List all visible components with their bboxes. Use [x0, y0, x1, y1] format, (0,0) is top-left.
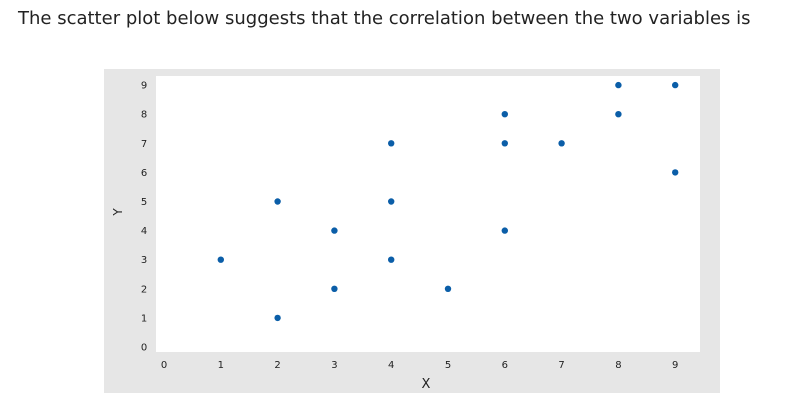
- scatter-point: [274, 314, 281, 322]
- scatter-point: [331, 285, 338, 292]
- x-tick-label: 7: [558, 360, 564, 371]
- x-tick-label: 6: [502, 360, 508, 371]
- y-axis-label: Y: [111, 208, 125, 217]
- x-tick-label: 9: [672, 360, 678, 371]
- scatter-point: [672, 81, 679, 89]
- y-tick-label: 1: [141, 313, 147, 324]
- plot-area: [156, 76, 700, 352]
- scatter-point: [444, 285, 452, 292]
- y-tick-label: 4: [141, 226, 147, 237]
- x-tick-label: 2: [274, 360, 280, 371]
- scatter-point: [388, 256, 395, 263]
- scatter-point: [331, 227, 338, 234]
- scatter-point: [501, 140, 508, 147]
- x-axis-label: X: [422, 377, 431, 392]
- scatter-point: [672, 169, 679, 176]
- x-tick-label: 5: [445, 360, 451, 371]
- y-tick-label: 2: [141, 284, 147, 295]
- y-tick-label: 0: [141, 343, 147, 354]
- scatter-point: [388, 198, 395, 205]
- y-tick-label: 7: [141, 139, 147, 150]
- x-tick-label: 0: [161, 360, 167, 371]
- data-points: [217, 81, 679, 322]
- y-tick-label: 3: [141, 255, 147, 266]
- scatter-point: [558, 140, 565, 147]
- y-tick-label: 9: [141, 81, 147, 92]
- scatter-point: [388, 140, 395, 147]
- scatter-point: [615, 111, 622, 118]
- scatter-point: [615, 81, 622, 89]
- x-tick-label: 4: [388, 360, 394, 371]
- x-tick-label: 8: [615, 360, 621, 371]
- y-tick-label: 6: [141, 168, 147, 179]
- y-tick-label: 5: [141, 197, 147, 208]
- scatter-point: [501, 111, 508, 118]
- question-text: The scatter plot below suggests that the…: [18, 8, 751, 29]
- scatter-point: [501, 227, 508, 234]
- x-tick-label: 1: [218, 360, 224, 371]
- scatter-point: [274, 198, 281, 205]
- scatter-point: [217, 256, 224, 263]
- x-tick-label: 3: [331, 360, 337, 371]
- y-tick-label: 8: [141, 110, 147, 121]
- x-tick-labels: 0 1 2 3 4 5 6 7 8 9: [161, 360, 679, 371]
- y-tick-labels: 0 1 2 3 4 5 6 7 8 9: [141, 81, 147, 354]
